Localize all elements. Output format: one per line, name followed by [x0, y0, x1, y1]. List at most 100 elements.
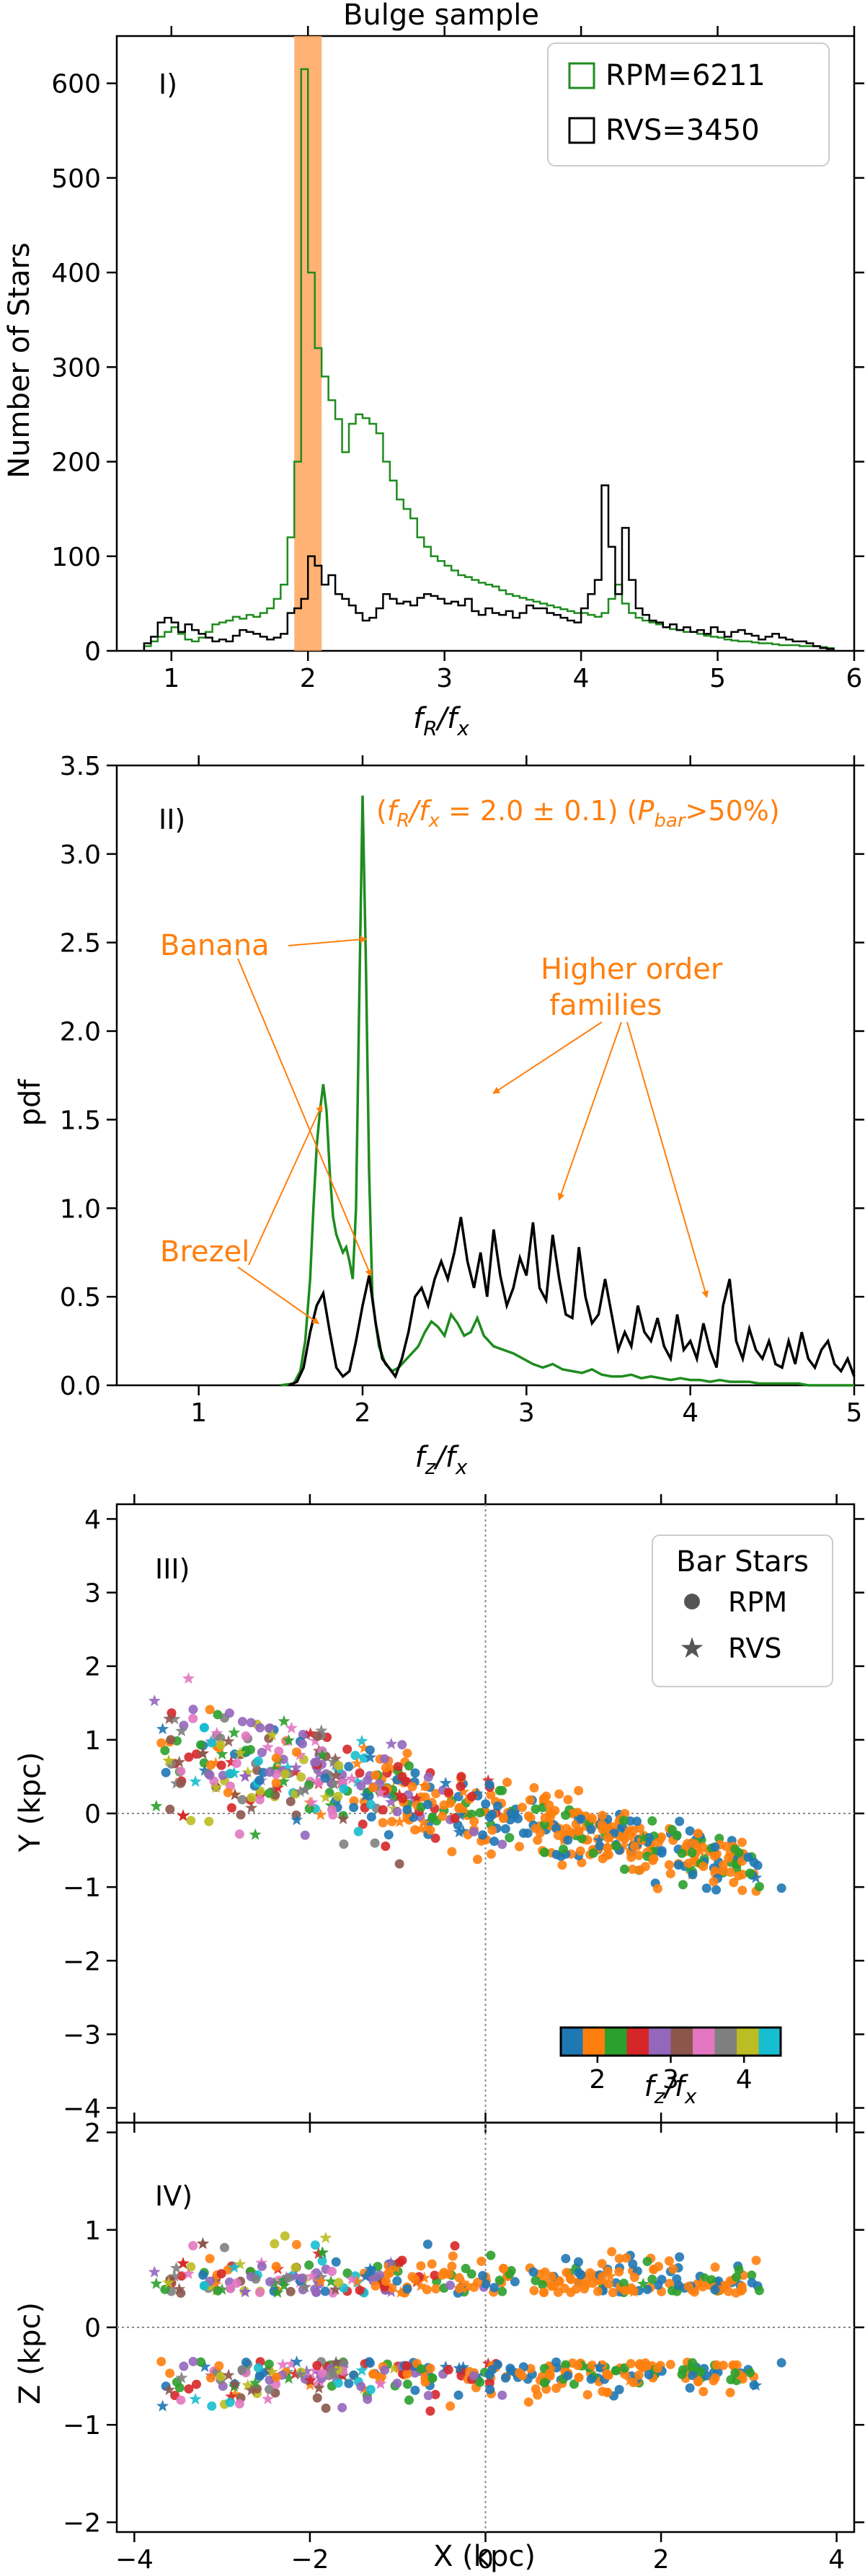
scatter-point-xz: [737, 2281, 747, 2291]
scatter-point-xy: [629, 1842, 639, 1852]
scatter-point-xz: [249, 2376, 262, 2389]
panel1-ytick-label: 500: [51, 164, 101, 194]
colorbar-segment: [582, 2028, 606, 2056]
scatter-point-xy: [176, 1766, 186, 1776]
scatter-point-xy: [574, 1826, 584, 1836]
scatter-point-xz: [709, 2376, 719, 2386]
scatter-point-xz: [604, 2270, 617, 2282]
panel3-ytick-label: −2: [63, 1947, 101, 1976]
scatter-point-xz: [478, 2270, 488, 2280]
scatter-point-xz: [365, 2358, 375, 2368]
scatter-point-xy: [316, 1749, 329, 1761]
scatter-point-xz: [229, 2378, 241, 2390]
scatter-point-xy: [649, 1854, 659, 1864]
scatter-point-xy: [285, 1721, 298, 1734]
scatter-point-xy: [718, 1860, 728, 1870]
scatter-point-xz: [482, 2357, 494, 2369]
panel4-label: IV): [155, 2180, 192, 2212]
scatter-point-xz: [265, 2277, 275, 2287]
scatter-point-xz: [285, 2358, 298, 2370]
scatter-point-xz: [165, 2368, 175, 2379]
panel2-ytick-label: 2.0: [60, 1018, 101, 1047]
scatter-point-xy: [518, 1803, 528, 1813]
scatter-point-xy: [271, 1778, 281, 1788]
scatter-point-xy: [384, 1795, 397, 1808]
scatter-point-xz: [177, 2271, 187, 2281]
scatter-point-xy: [531, 1824, 541, 1834]
pdf-series-1: [288, 1217, 856, 1387]
scatter-point-xz: [402, 2369, 412, 2379]
scatter-point-xz: [489, 2283, 500, 2293]
scatter-point-xy: [229, 1788, 241, 1800]
scatter-point-xz: [628, 2259, 638, 2269]
scatter-point-xy: [329, 1769, 342, 1781]
scatter-point-xz: [168, 2270, 181, 2282]
scatter-point-xy: [288, 1765, 301, 1778]
scatter-point-xy: [561, 1811, 571, 1821]
scatter-point-xy: [264, 1788, 274, 1798]
scatter-point-xy: [393, 1815, 406, 1828]
scatter-point-xz: [371, 2281, 381, 2291]
panel4-xtick-label: −2: [290, 2545, 329, 2575]
scatter-point-xy: [385, 1737, 398, 1749]
scatter-point-xz: [745, 2368, 755, 2378]
panel3-ytick-label: 4: [84, 1505, 101, 1535]
scatter-point-xy: [370, 1838, 380, 1848]
scatter-point-xy: [734, 1871, 744, 1881]
scatter-point-xz: [624, 2373, 636, 2386]
panel4-ytick-label: 1: [84, 2216, 101, 2246]
scatter-point-xy: [603, 1843, 613, 1853]
scatter-point-xz: [510, 2277, 520, 2287]
scatter-point-xy: [624, 1824, 636, 1836]
legend-label-rpm: RPM=6211: [606, 59, 766, 92]
scatter-point-xz: [678, 2365, 688, 2375]
scatter-point-xz: [608, 2288, 618, 2298]
scatter-point-xy: [374, 1786, 387, 1798]
colorbar-segment: [649, 2028, 671, 2056]
scatter-point-xy: [383, 1830, 394, 1840]
scatter-point-xy: [486, 1790, 496, 1800]
scatter-point-xz: [271, 2372, 281, 2382]
annotation-arrow-3: [237, 1266, 320, 1325]
scatter-point-xy: [262, 1741, 275, 1753]
scatter-point-xy: [280, 1769, 290, 1779]
scatter-point-xy: [205, 1705, 215, 1715]
scatter-point-xy: [627, 1830, 640, 1842]
scatter-point-xy: [393, 1762, 403, 1772]
panel1-xtick-label: 6: [846, 664, 863, 693]
scatter-point-xy: [315, 1724, 328, 1736]
scatter-point-xz: [573, 2360, 583, 2371]
scatter-point-xz: [331, 2257, 341, 2267]
scatter-point-xy: [710, 1842, 720, 1852]
panel-xy: III) Y (kpc) Bar Stars RPM ★ RVS fz/fx 2…: [14, 1494, 864, 2133]
scatter-point-xy: [430, 1833, 440, 1843]
scatter-point-xz: [722, 2280, 732, 2291]
scatter-point-xy: [445, 1798, 456, 1808]
scatter-point-xy: [265, 1723, 275, 1733]
scatter-point-xy: [210, 1781, 223, 1793]
scatter-point-xy: [672, 1830, 682, 1840]
scatter-point-xy: [327, 1755, 340, 1767]
scatter-point-xy: [319, 1790, 332, 1803]
scatter-point-xy: [466, 1809, 476, 1819]
scatter-point-xz: [539, 2287, 549, 2297]
scatter-point-xy: [241, 1766, 254, 1778]
scatter-point-xy: [500, 1824, 510, 1834]
scatter-point-xy: [533, 1835, 543, 1845]
scatter-point-xz: [750, 2379, 763, 2391]
scatter-point-xy: [553, 1830, 563, 1840]
scatter-point-xz: [438, 2270, 448, 2280]
scatter-point-xz: [629, 2273, 639, 2283]
scatter-point-xy: [628, 1865, 638, 1875]
scatter-point-xz: [454, 2273, 464, 2283]
scatter-point-xy: [743, 1852, 753, 1862]
scatter-point-xz: [551, 2357, 562, 2367]
scatter-point-xy: [482, 1774, 494, 1786]
scatter-point-xz: [280, 2231, 290, 2241]
scatter-point-xz: [414, 2279, 427, 2291]
scatter-point-xy: [333, 1791, 343, 1801]
scatter-point-xz: [546, 2281, 556, 2291]
panel-xz: IV) Z (kpc) X (kpc) −4 −2 0 2 4 −2 −1 0 1 2: [14, 2113, 864, 2575]
panel4-ytick-label: 2: [84, 2119, 101, 2149]
scatter-point-xy: [148, 1695, 161, 1707]
